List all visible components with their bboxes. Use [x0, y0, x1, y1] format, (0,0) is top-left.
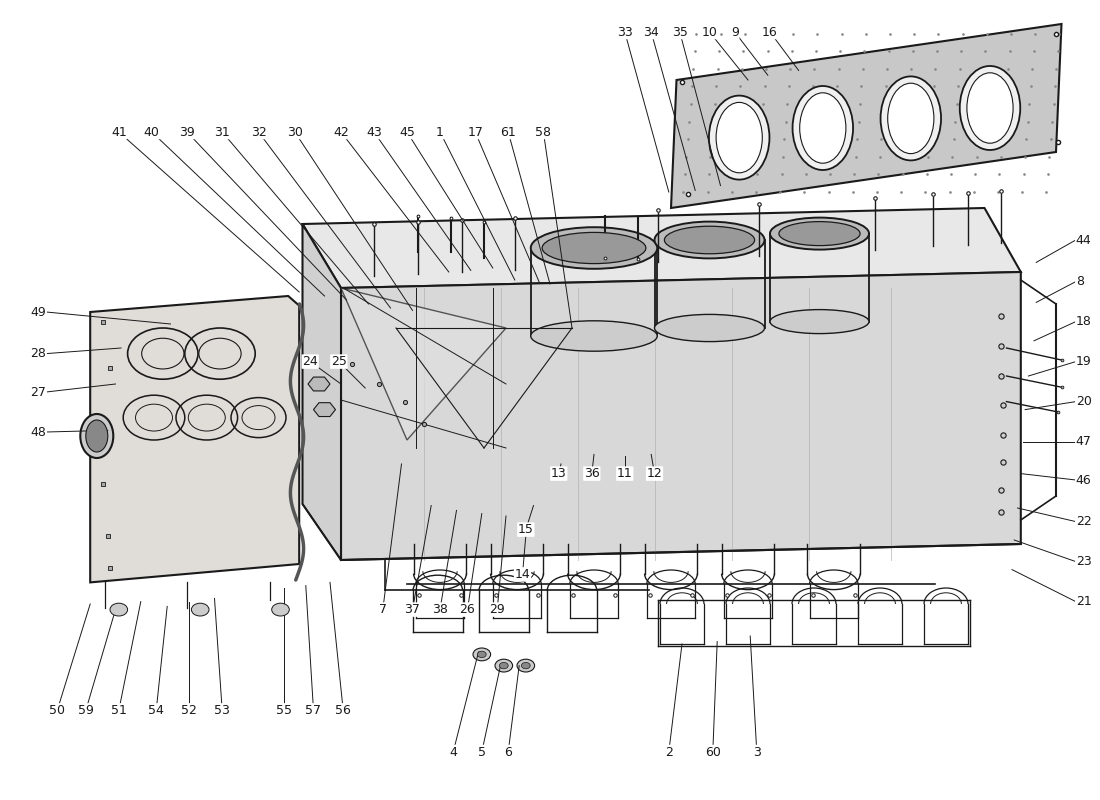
Text: 47: 47 — [1076, 435, 1091, 448]
Text: 3: 3 — [752, 746, 761, 758]
Ellipse shape — [542, 232, 646, 264]
Text: 9: 9 — [730, 26, 739, 38]
Text: 1: 1 — [436, 126, 444, 138]
Circle shape — [473, 648, 491, 661]
Text: 21: 21 — [1076, 595, 1091, 608]
Text: 38: 38 — [432, 603, 448, 616]
Text: 48: 48 — [31, 426, 46, 438]
Ellipse shape — [888, 83, 934, 154]
Text: 51: 51 — [111, 704, 126, 717]
Text: 55: 55 — [276, 704, 292, 717]
Text: 25: 25 — [331, 355, 346, 368]
Text: 33: 33 — [617, 26, 632, 38]
Text: 8: 8 — [1076, 275, 1084, 288]
Text: 56: 56 — [336, 704, 351, 717]
Circle shape — [110, 603, 128, 616]
Text: 43: 43 — [366, 126, 382, 138]
Ellipse shape — [710, 96, 770, 180]
Text: 58: 58 — [536, 126, 551, 138]
Text: 50: 50 — [50, 704, 65, 717]
Text: 29: 29 — [490, 603, 505, 616]
Ellipse shape — [80, 414, 113, 458]
Text: 57: 57 — [306, 704, 321, 717]
Text: 44: 44 — [1076, 234, 1091, 246]
Text: 54: 54 — [148, 704, 164, 717]
Text: 35: 35 — [672, 26, 688, 38]
Circle shape — [477, 651, 486, 658]
Text: 4: 4 — [449, 746, 458, 758]
Text: 12: 12 — [647, 467, 662, 480]
Text: 5: 5 — [477, 746, 486, 758]
Circle shape — [191, 603, 209, 616]
Ellipse shape — [530, 321, 658, 351]
Polygon shape — [341, 288, 506, 440]
Text: 53: 53 — [214, 704, 230, 717]
Text: 36: 36 — [584, 467, 600, 480]
Ellipse shape — [792, 86, 854, 170]
Polygon shape — [341, 272, 1021, 560]
Text: 23: 23 — [1076, 555, 1091, 568]
Text: 39: 39 — [179, 126, 195, 138]
Polygon shape — [302, 208, 1021, 288]
Text: 32: 32 — [251, 126, 266, 138]
Text: 60: 60 — [705, 746, 720, 758]
Ellipse shape — [664, 226, 755, 254]
Polygon shape — [90, 296, 299, 582]
Circle shape — [272, 603, 289, 616]
Text: 26: 26 — [460, 603, 475, 616]
Polygon shape — [671, 24, 1062, 208]
Text: 17: 17 — [468, 126, 483, 138]
Text: 41: 41 — [111, 126, 126, 138]
Text: 16: 16 — [762, 26, 778, 38]
Polygon shape — [302, 224, 341, 560]
Text: 2: 2 — [664, 746, 673, 758]
Text: 45: 45 — [399, 126, 415, 138]
Text: 18: 18 — [1076, 315, 1091, 328]
Polygon shape — [314, 402, 336, 417]
Circle shape — [495, 659, 513, 672]
Text: 28: 28 — [31, 347, 46, 360]
Text: 42: 42 — [333, 126, 349, 138]
Text: 11: 11 — [617, 467, 632, 480]
Ellipse shape — [800, 93, 846, 163]
Text: 22: 22 — [1076, 515, 1091, 528]
Text: 14: 14 — [515, 568, 530, 581]
Text: 24: 24 — [302, 355, 318, 368]
Text: 15: 15 — [518, 523, 534, 536]
Text: 7: 7 — [378, 603, 387, 616]
Circle shape — [521, 662, 530, 669]
Text: 31: 31 — [214, 126, 230, 138]
Text: 19: 19 — [1076, 355, 1091, 368]
Text: 13: 13 — [551, 467, 566, 480]
Text: 6: 6 — [504, 746, 513, 758]
Circle shape — [499, 662, 508, 669]
Ellipse shape — [967, 73, 1013, 143]
Ellipse shape — [654, 222, 764, 258]
Ellipse shape — [770, 218, 869, 250]
Text: 27: 27 — [31, 386, 46, 398]
Text: 49: 49 — [31, 306, 46, 318]
Text: 61: 61 — [500, 126, 516, 138]
Polygon shape — [308, 377, 330, 391]
Ellipse shape — [654, 314, 764, 342]
Text: 20: 20 — [1076, 395, 1091, 408]
Text: 52: 52 — [182, 704, 197, 717]
Text: 30: 30 — [287, 126, 303, 138]
Text: 34: 34 — [644, 26, 659, 38]
Circle shape — [517, 659, 535, 672]
Ellipse shape — [880, 76, 940, 161]
Text: 46: 46 — [1076, 474, 1091, 486]
Ellipse shape — [716, 102, 762, 173]
Ellipse shape — [530, 227, 658, 269]
Text: 59: 59 — [78, 704, 94, 717]
Text: 10: 10 — [702, 26, 717, 38]
Text: 37: 37 — [405, 603, 420, 616]
Ellipse shape — [959, 66, 1021, 150]
Ellipse shape — [86, 420, 108, 452]
Ellipse shape — [779, 222, 860, 246]
Text: 40: 40 — [144, 126, 159, 138]
Ellipse shape — [770, 310, 869, 334]
